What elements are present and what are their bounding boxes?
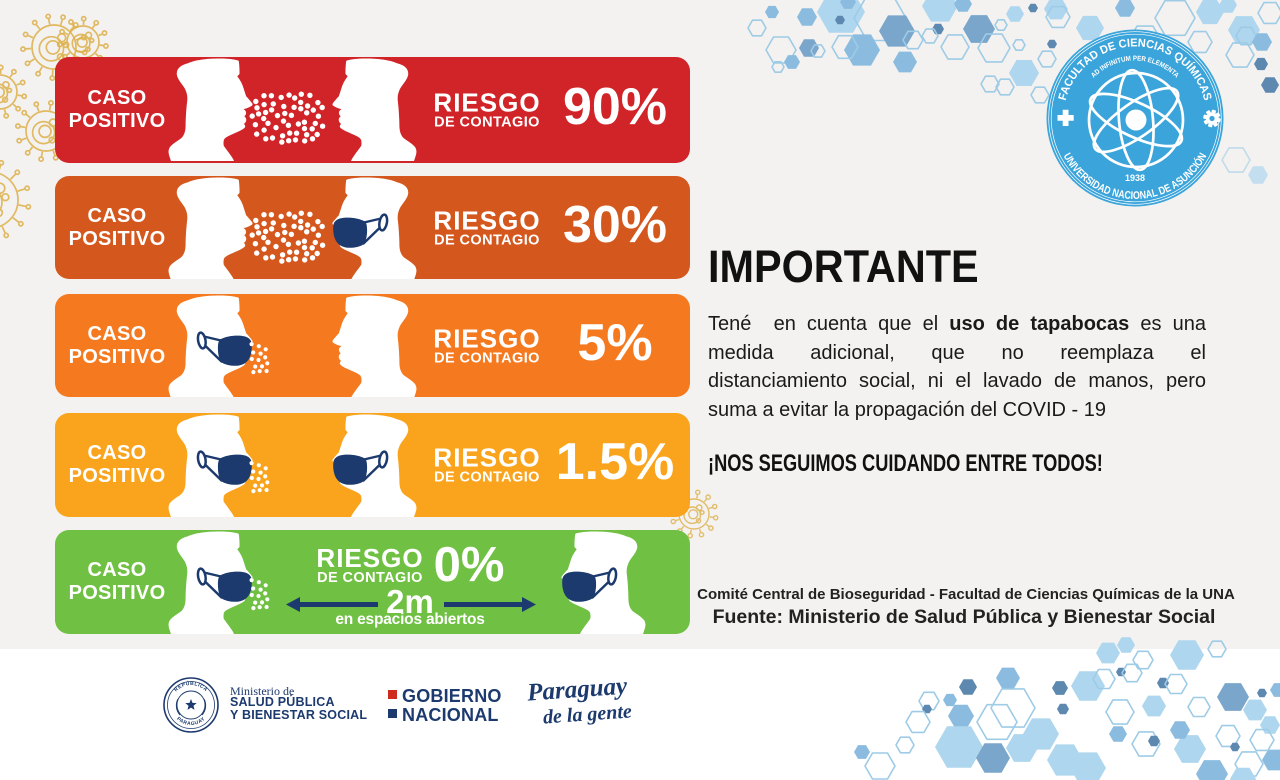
svg-text:1938: 1938	[1125, 173, 1145, 183]
svg-text:PARAGUAY: PARAGUAY	[175, 716, 207, 727]
